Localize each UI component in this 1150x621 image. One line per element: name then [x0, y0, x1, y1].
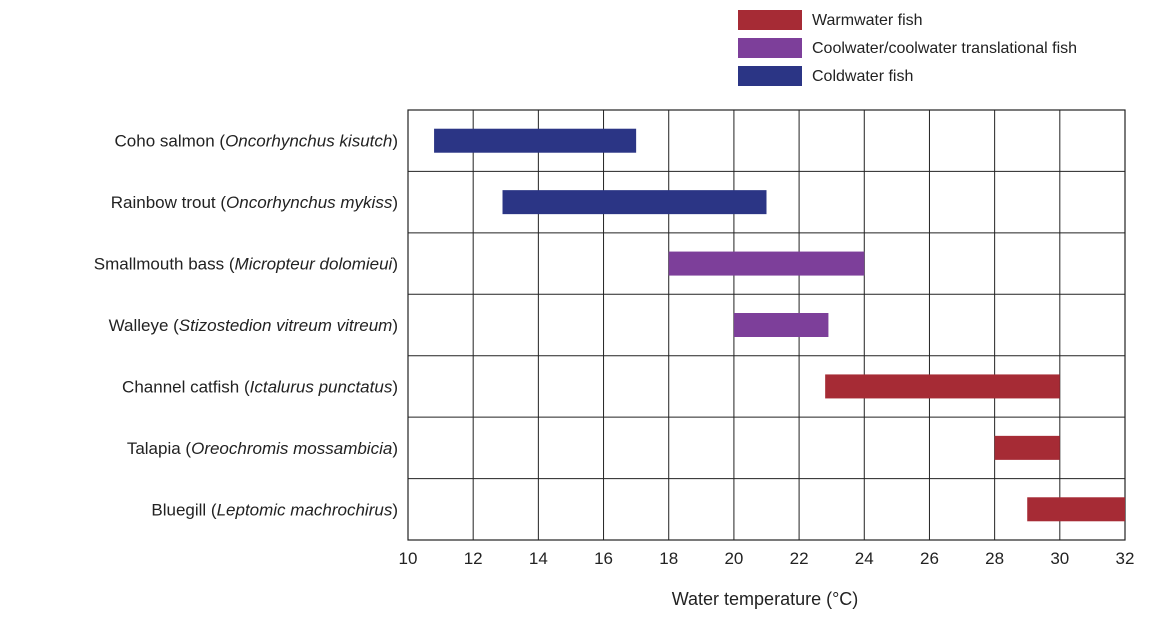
x-tick-labels: 10 12 14 16 18 20 22 24 26 28 30 32: [399, 549, 1135, 568]
plot-frame: [407, 109, 1126, 541]
legend-swatch: [738, 38, 802, 58]
category-label: Coho salmon (Oncorhynchus kisutch): [115, 132, 398, 151]
x-tick-label: 22: [790, 549, 809, 568]
bars: [434, 128, 1125, 522]
x-tick-label: 26: [920, 549, 939, 568]
range-bar: [733, 313, 829, 337]
x-tick-label: 24: [855, 549, 874, 568]
x-tick-label: 16: [594, 549, 613, 568]
category-label: Rainbow trout (Oncorhynchus mykiss): [111, 193, 398, 212]
range-bar: [502, 190, 767, 215]
category-label: Walleye (Stizostedion vitreum vitreum): [109, 316, 398, 335]
legend-swatch: [738, 10, 802, 30]
x-axis-title: Water temperature (°C): [672, 589, 859, 609]
legend-label: Warmwater fish: [812, 12, 923, 29]
x-tick-label: 30: [1050, 549, 1069, 568]
range-bar: [668, 251, 865, 276]
range-bar: [1027, 497, 1125, 522]
grid: [407, 109, 1126, 541]
category-label: Talapia (Oreochromis mossambicia): [127, 439, 398, 458]
range-bar: [434, 128, 637, 153]
legend-swatch: [738, 66, 802, 86]
x-tick-label: 20: [724, 549, 743, 568]
range-bar: [825, 374, 1060, 399]
range-bar: [994, 435, 1060, 460]
category-label: Channel catfish (Ictalurus punctatus): [122, 377, 398, 396]
x-tick-label: 14: [529, 549, 548, 568]
category-label: Bluegill (Leptomic machrochirus): [151, 500, 398, 519]
x-tick-label: 18: [659, 549, 678, 568]
legend: Warmwater fish Coolwater/coolwater transl…: [738, 10, 1077, 86]
legend-label: Coldwater fish: [812, 68, 913, 85]
x-tick-label: 12: [464, 549, 483, 568]
category-label: Smallmouth bass (Micropteur dolomieui): [94, 255, 398, 274]
x-tick-label: 32: [1116, 549, 1135, 568]
legend-label: Coolwater/coolwater translational fish: [812, 40, 1077, 57]
x-tick-label: 28: [985, 549, 1004, 568]
x-tick-label: 10: [399, 549, 418, 568]
category-labels: Coho salmon (Oncorhynchus kisutch) Rainbo…: [94, 132, 398, 520]
